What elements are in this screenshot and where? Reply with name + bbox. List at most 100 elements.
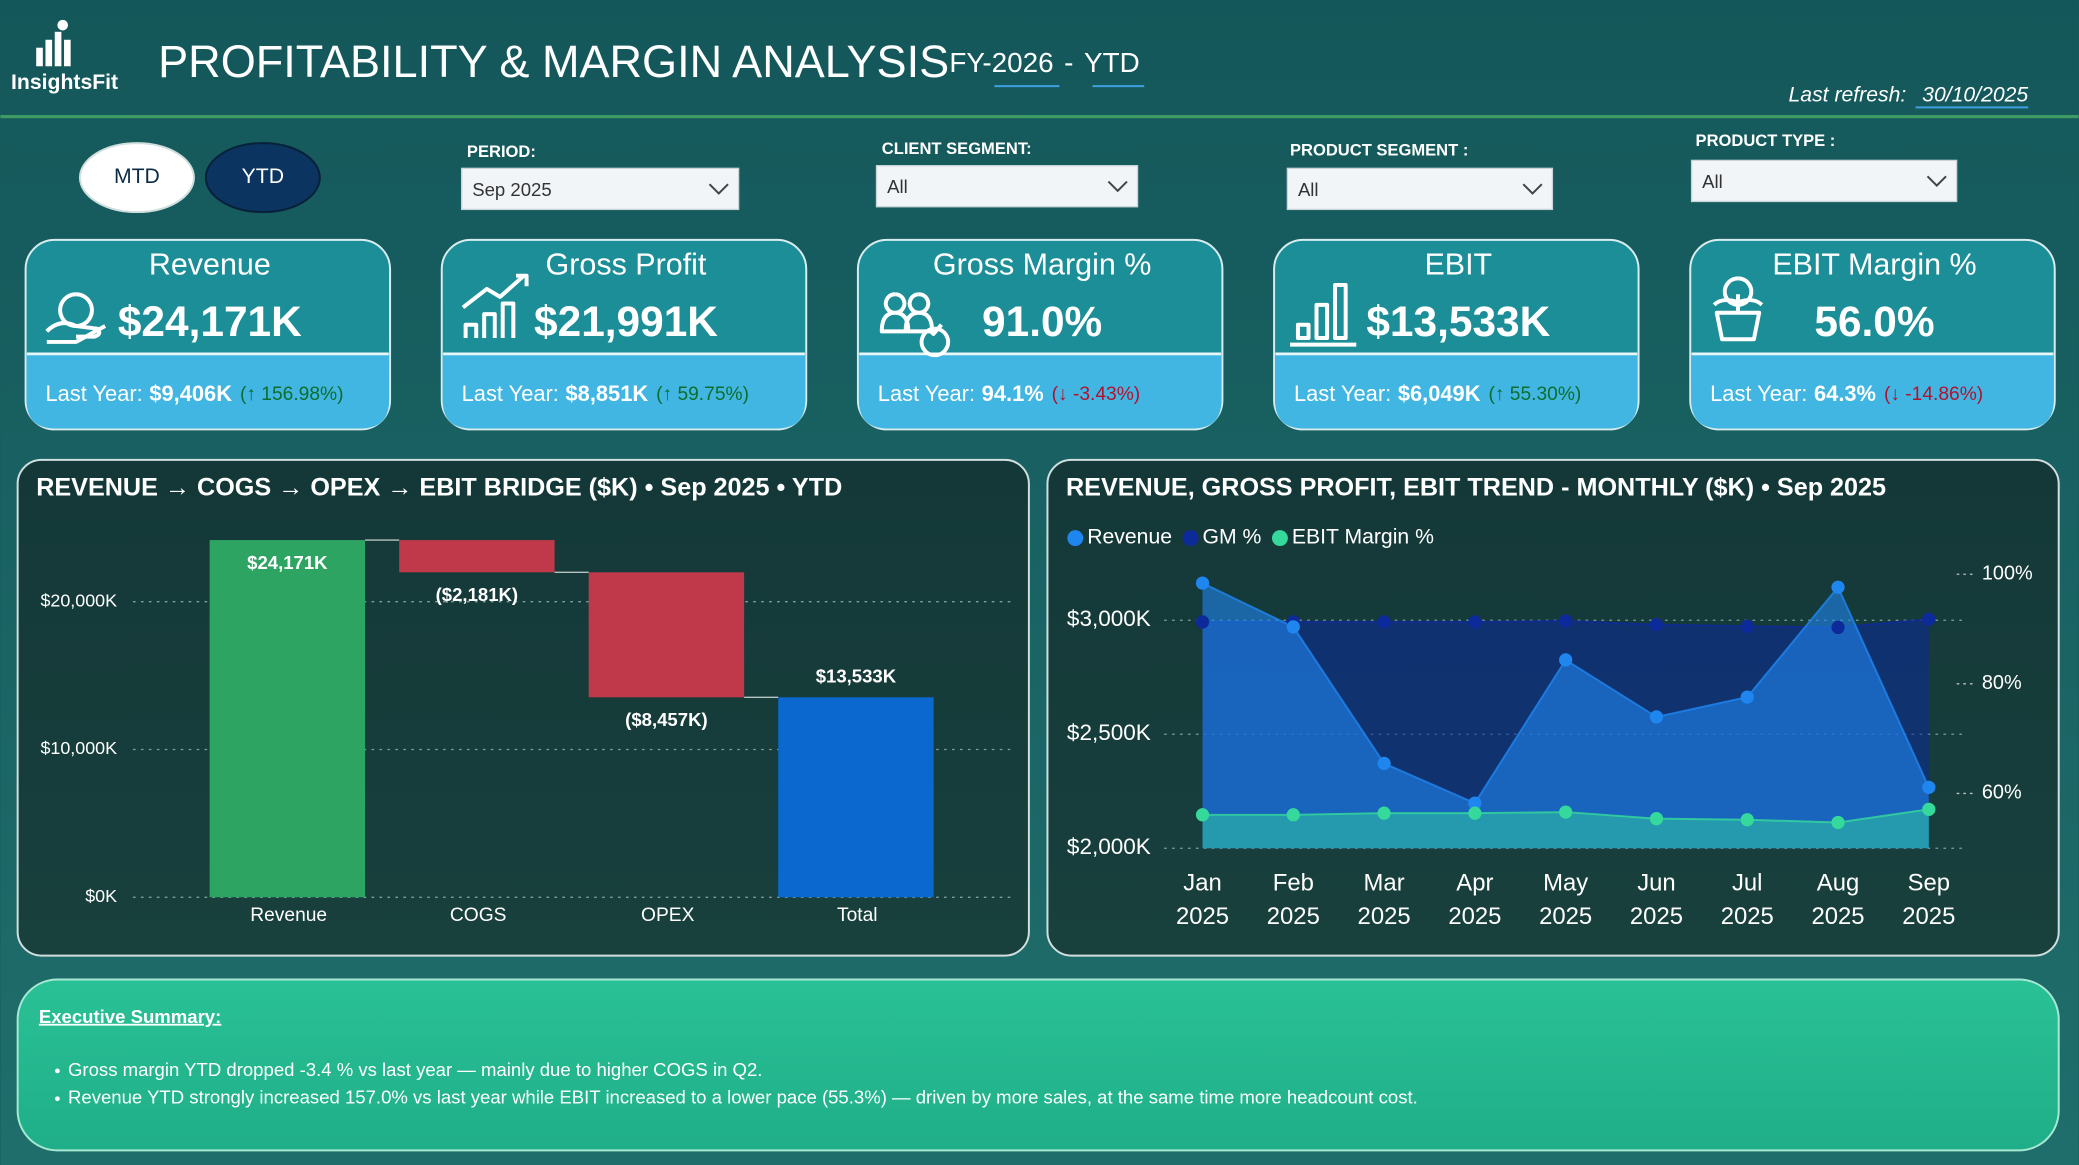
chevron (1107, 180, 1128, 193)
chart-title: REVENUE, GROSS PROFIT, EBIT TREND - MONT… (1066, 474, 1886, 502)
filter-dropdown[interactable]: All (875, 165, 1139, 208)
toggle-label: YTD (242, 165, 284, 188)
dropdown-box (1286, 167, 1554, 211)
bullet (55, 1068, 60, 1074)
refresh: Last refresh: 30/10/2025 (1789, 83, 2029, 106)
kpi-footer (1691, 353, 2054, 429)
point (1195, 615, 1210, 629)
y-tick-label: $20,000K (40, 590, 117, 610)
x-tick-label: May 2025 (1539, 869, 1593, 930)
point (1468, 615, 1482, 629)
kpi-icon (879, 292, 951, 358)
kpi-last-year: Last Year: 94.1% (↓ -3.43%) (878, 381, 1140, 406)
legend-marker (1067, 530, 1084, 547)
value-label: $24,171K (247, 552, 328, 573)
point (1831, 580, 1845, 594)
x-tick-label: OPEX (641, 905, 695, 926)
summary-bullet: Gross margin YTD dropped -3.4 % vs last … (68, 1059, 762, 1080)
filter-label: PERIOD: (467, 142, 536, 161)
filter-dropdown[interactable]: All (1286, 167, 1554, 211)
separator: - (1064, 47, 1073, 78)
x-tick-label-box: Jun 2025 (1629, 869, 1683, 930)
last-year-value: $6,049K (1398, 381, 1481, 406)
legend-marker (1271, 530, 1288, 547)
filter-label: PRODUCT TYPE : (1696, 131, 1836, 150)
kpi-footer (442, 353, 806, 429)
kpi-value: 91.0% (982, 298, 1102, 345)
point (1649, 710, 1664, 724)
dropdown-value: All (1298, 179, 1319, 200)
last-year-label: Last Year: (1294, 381, 1391, 406)
legend-label: Revenue (1087, 526, 1172, 549)
point (1468, 796, 1482, 810)
kpi-last-year: Last Year: 64.3% (↓ -14.86%) (1710, 381, 1983, 406)
kpi-title: Revenue (149, 247, 271, 281)
kpi-title: EBIT (1424, 247, 1492, 281)
fiscal-year: FY-2026 (949, 47, 1053, 78)
kpi-change: (↓ -14.86%) (1884, 384, 1983, 405)
legend-marker (1182, 530, 1199, 547)
filter-dropdown[interactable]: All (1690, 159, 1958, 203)
filter-dropdown[interactable]: Sep 2025 (460, 167, 740, 211)
kpi-title: EBIT Margin % (1772, 247, 1976, 281)
point (1740, 690, 1754, 704)
x-tick-label-box: Jul 2025 (1720, 869, 1774, 930)
toggle-button[interactable]: MTD (78, 142, 195, 214)
view: YTD (1084, 47, 1140, 78)
point (1468, 806, 1482, 820)
logo-text: InsightsFit (11, 71, 118, 94)
point (1286, 808, 1300, 822)
last-year-label: Last Year: (45, 381, 142, 406)
dropdown-value: All (887, 176, 908, 197)
x-tick-label: Apr 2025 (1448, 869, 1502, 930)
point (1559, 653, 1573, 667)
point (1649, 618, 1664, 632)
point (1286, 620, 1300, 634)
x-tick-label-box: Apr 2025 (1448, 869, 1502, 930)
point (1559, 805, 1573, 819)
page-title: PROFITABILITY & MARGIN ANALYSIS (158, 36, 949, 87)
x-tick-label-box: Aug 2025 (1811, 869, 1864, 929)
kpi-change: (↑ 55.30%) (1488, 384, 1581, 405)
chevron (1522, 183, 1543, 195)
bar (588, 572, 745, 698)
kpi-footer (1275, 353, 1638, 429)
value-label: ($8,457K) (625, 709, 707, 730)
legend-label: GM % (1203, 526, 1262, 549)
point (1831, 815, 1845, 830)
point (1649, 812, 1664, 826)
legend-label: EBIT Margin % (1292, 526, 1434, 549)
summary-title: Executive Summary: (39, 1006, 221, 1027)
x-tick-label-box: Mar 2025 (1358, 869, 1411, 929)
dropdown-box (1690, 159, 1958, 203)
x-tick-label-box: Jan 2025 (1176, 869, 1229, 929)
point (1922, 612, 1936, 626)
x-tick-label-box: Feb 2025 (1266, 869, 1320, 930)
y-tick-label: $3,000K (1067, 606, 1151, 631)
point (1195, 576, 1210, 590)
point (1559, 614, 1573, 628)
last-year-label: Last Year: (1710, 381, 1807, 406)
kpi-footer (26, 353, 390, 429)
y2-tick-label: 100% (1982, 562, 2033, 584)
point (1831, 620, 1845, 635)
last-year-value: 64.3% (1814, 381, 1876, 406)
x-tick-label: Feb 2025 (1266, 869, 1320, 930)
y-tick-label: $2,000K (1067, 834, 1151, 859)
kpi-value: $24,171K (118, 298, 302, 345)
x-tick-label: Total (837, 905, 878, 926)
bar (778, 697, 934, 898)
filter-label: PRODUCT SEGMENT : (1290, 140, 1468, 159)
bullet (55, 1096, 60, 1102)
x-tick-label: Jul 2025 (1720, 869, 1774, 930)
y-tick-label: $2,500K (1067, 720, 1151, 745)
y2-tick-label: 80% (1982, 672, 2022, 694)
kpi-value: $13,533K (1366, 298, 1550, 345)
toggle-button[interactable]: YTD (204, 142, 321, 214)
point (1195, 808, 1210, 822)
last-year-value: $9,406K (149, 381, 232, 406)
kpi-last-year: Last Year: $8,851K (↑ 59.75%) (462, 381, 749, 406)
x-tick-label: Jun 2025 (1629, 869, 1683, 930)
x-tick-label-box: May 2025 (1539, 869, 1593, 930)
dropdown-box (460, 167, 740, 211)
